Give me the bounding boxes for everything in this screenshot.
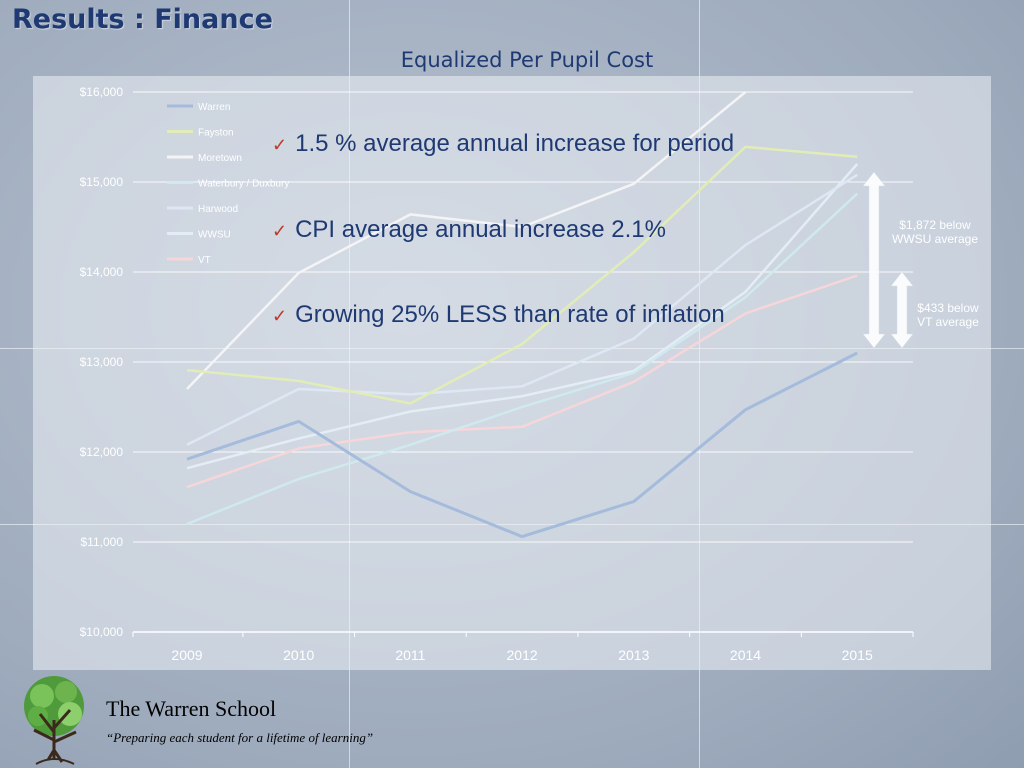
y-tick-label: $11,000: [81, 535, 124, 549]
legend-label: Waterbury / Duxbury: [198, 179, 289, 190]
slide-title: Results : Finance: [12, 4, 273, 35]
chart-panel: $10,000 $11,000 $12,000 $13,000 $14,000 $15,0…: [33, 76, 991, 670]
bullet-item: ✓ 1.5 % average annual increase for perio…: [272, 130, 734, 158]
x-tick-label: 2011: [395, 647, 425, 663]
check-icon: ✓: [272, 221, 288, 241]
callout-line: WWSU average: [891, 232, 979, 246]
school-name: The Warren School: [106, 696, 277, 721]
legend-label: Harwood: [198, 204, 238, 215]
series-line-wwsu: [186, 163, 859, 470]
y-tick-label: $16,000: [80, 85, 124, 99]
callout-line: VT average: [917, 315, 979, 329]
legend-label: WWSU: [198, 230, 231, 241]
check-icon: ✓: [272, 306, 288, 326]
wwsu-gap-arrow: [862, 171, 886, 349]
series-line-waterbury-duxbury: [186, 192, 859, 526]
x-tick-label: 2012: [507, 647, 538, 663]
bullet-item: ✓ Growing 25% LESS than rate of inflation: [272, 301, 725, 329]
series-line-moretown: [186, 91, 747, 390]
x-tick-label: 2015: [842, 647, 873, 663]
series-line-harwood: [186, 173, 858, 446]
legend-label: VT: [198, 255, 211, 266]
vt-gap-arrow: [890, 271, 914, 349]
x-tick-label: 2014: [730, 647, 761, 663]
school-tagline: “Preparing each student for a lifetime o…: [106, 730, 374, 745]
tree-logo-icon: [24, 676, 84, 765]
legend-label: Warren: [198, 102, 230, 113]
callout-line: $433 below: [917, 301, 979, 315]
bullet-text: Growing 25% LESS than rate of inflation: [295, 301, 725, 328]
y-tick-label: $12,000: [80, 445, 124, 459]
vt-callout: $433 below VT average: [893, 301, 1003, 329]
y-tick-label: $10,000: [80, 625, 124, 639]
series-line-fayston: [186, 145, 858, 405]
y-tick-label: $14,000: [80, 265, 124, 279]
y-tick-label: $15,000: [80, 175, 124, 189]
bullet-text: CPI average annual increase 2.1%: [295, 216, 666, 243]
wwsu-callout: $1,872 below WWSU average: [880, 218, 990, 246]
legend-label: Fayston: [198, 128, 234, 139]
series-line-warren: [186, 351, 858, 539]
bullet-item: ✓ CPI average annual increase 2.1%: [272, 216, 666, 244]
series-line-vt: [186, 274, 858, 489]
chart-title: Equalized Per Pupil Cost: [400, 48, 654, 72]
check-icon: ✓: [272, 135, 288, 155]
callout-line: $1,872 below: [899, 218, 971, 232]
line-chart: $10,000 $11,000 $12,000 $13,000 $14,000 $15,0…: [80, 85, 914, 663]
legend-label: Moretown: [198, 153, 242, 164]
x-tick-label: 2009: [171, 647, 202, 663]
x-tick-label: 2013: [618, 647, 649, 663]
x-tick-label: 2010: [283, 647, 314, 663]
y-tick-label: $13,000: [80, 355, 124, 369]
bullet-text: 1.5 % average annual increase for period: [295, 130, 735, 157]
